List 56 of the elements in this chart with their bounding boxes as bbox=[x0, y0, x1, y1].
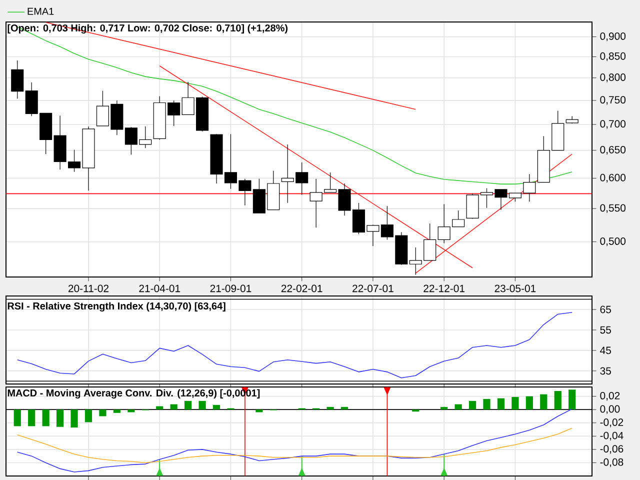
bar bbox=[540, 394, 548, 410]
line-series bbox=[16, 312, 572, 378]
bar bbox=[526, 396, 533, 410]
bar bbox=[56, 410, 64, 427]
x-tick-label: 22-12-01 bbox=[424, 284, 464, 292]
bar bbox=[497, 398, 505, 410]
y-tick-label: 65 bbox=[600, 306, 611, 314]
bar bbox=[256, 410, 263, 412]
candlestick bbox=[11, 60, 24, 99]
x-tick-label: 22-02-01 bbox=[281, 284, 322, 292]
bar bbox=[326, 406, 334, 410]
y-tick-label: 35 bbox=[600, 367, 611, 375]
y-tick-label: -0,04 bbox=[600, 432, 624, 440]
bar bbox=[14, 410, 21, 426]
y-tick-label: 0,900 bbox=[600, 32, 626, 42]
bar bbox=[212, 404, 220, 410]
bar bbox=[170, 404, 178, 410]
bar bbox=[84, 410, 92, 422]
bar bbox=[454, 404, 462, 410]
bar bbox=[568, 390, 576, 410]
bar bbox=[184, 400, 192, 410]
bar bbox=[113, 410, 120, 413]
y-tick-label: 0,850 bbox=[600, 52, 626, 62]
y-tick-label: 55 bbox=[600, 326, 611, 334]
y-tick-label: 0,02 bbox=[600, 392, 620, 401]
y-tick-label: 0,00 bbox=[600, 405, 620, 414]
x-tick-label: 20-11-02 bbox=[68, 284, 108, 292]
text: RSI - Relative Strength Index (14,30,70) [63,64] bbox=[8, 302, 226, 312]
y-tick-label: 0,750 bbox=[600, 96, 626, 105]
bar bbox=[468, 400, 476, 410]
bar bbox=[70, 410, 78, 428]
y-tick-label: 0,600 bbox=[600, 174, 626, 183]
bar bbox=[340, 406, 348, 410]
bar bbox=[440, 406, 448, 410]
x-tick-label: 21-04-01 bbox=[139, 284, 180, 292]
y-tick-label: 0,650 bbox=[600, 146, 626, 155]
x-tick-label: 22-07-01 bbox=[352, 284, 394, 292]
bar bbox=[554, 390, 562, 410]
y-tick-label: 0,550 bbox=[600, 204, 626, 213]
bar bbox=[483, 398, 490, 410]
bar bbox=[512, 396, 519, 410]
y-tick-label: 0,700 bbox=[600, 120, 626, 129]
y-tick-label: -0,08 bbox=[600, 458, 624, 468]
bar bbox=[198, 400, 206, 410]
legend-label: EMA1 bbox=[28, 8, 54, 15]
y-tick-label: 45 bbox=[600, 346, 611, 354]
y-tick-label: -0,06 bbox=[600, 445, 624, 454]
bar bbox=[28, 410, 36, 426]
x-tick-label: 21-09-01 bbox=[210, 284, 252, 292]
x-tick-label: 23-05-01 bbox=[494, 284, 536, 292]
bar bbox=[128, 410, 135, 412]
y-tick-label: 0,800 bbox=[600, 74, 626, 82]
y-tick-label: -0,02 bbox=[600, 418, 624, 428]
y-tick-label: 0,500 bbox=[600, 237, 626, 246]
bar bbox=[42, 410, 50, 426]
bar bbox=[99, 410, 106, 416]
